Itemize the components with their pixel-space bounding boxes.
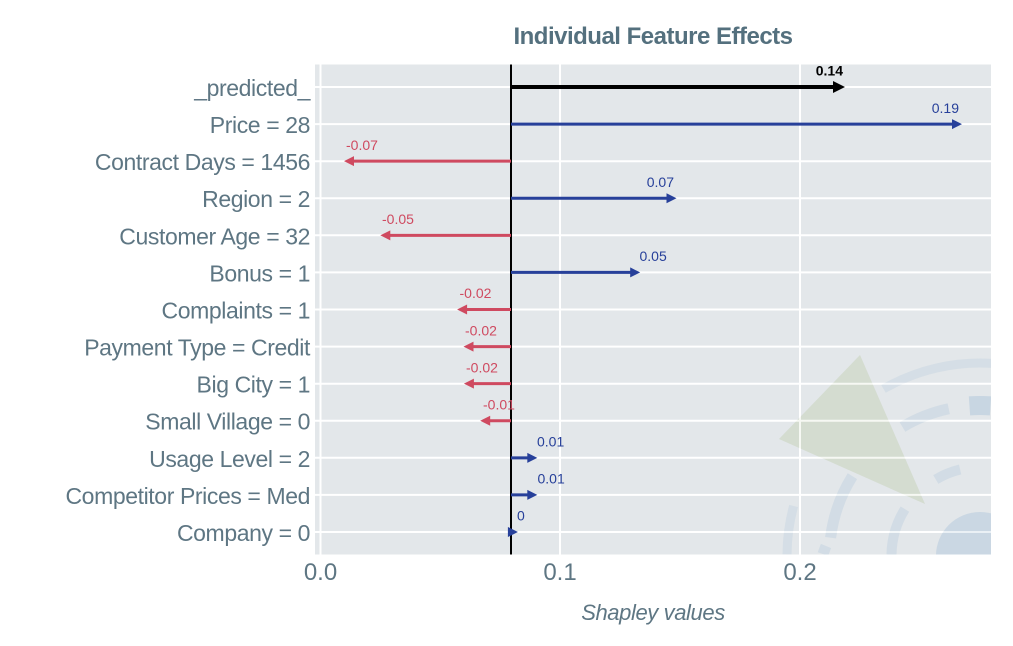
- svg-text:-0.02: -0.02: [460, 285, 492, 301]
- svg-text:Individual Feature Effects: Individual Feature Effects: [513, 23, 792, 50]
- svg-text:-0.07: -0.07: [346, 137, 378, 153]
- svg-text:-0.01: -0.01: [483, 396, 515, 412]
- svg-text:Shapley values: Shapley values: [581, 600, 725, 625]
- svg-text:_predicted_: _predicted_: [193, 75, 311, 101]
- svg-text:Payment Type = Credit: Payment Type = Credit: [84, 335, 311, 361]
- svg-text:Big City = 1: Big City = 1: [197, 372, 310, 398]
- svg-text:Price = 28: Price = 28: [210, 112, 310, 138]
- svg-text:0.2: 0.2: [783, 559, 816, 586]
- svg-text:Company = 0: Company = 0: [177, 520, 310, 546]
- svg-text:0.19: 0.19: [932, 100, 959, 116]
- svg-text:0.0: 0.0: [304, 559, 337, 586]
- svg-text:0.05: 0.05: [640, 248, 667, 264]
- svg-text:Competitor Prices = Med: Competitor Prices = Med: [65, 483, 310, 509]
- svg-text:-0.05: -0.05: [382, 211, 414, 227]
- svg-text:0.01: 0.01: [538, 471, 565, 487]
- svg-text:Usage Level = 2: Usage Level = 2: [149, 446, 310, 472]
- svg-text:Bonus = 1: Bonus = 1: [209, 260, 310, 286]
- svg-text:0.01: 0.01: [537, 434, 564, 450]
- svg-text:-0.02: -0.02: [465, 322, 497, 338]
- svg-text:Small Village = 0: Small Village = 0: [145, 409, 310, 435]
- svg-text:Customer Age = 32: Customer Age = 32: [119, 223, 310, 249]
- svg-text:Contract Days = 1456: Contract Days = 1456: [95, 149, 310, 175]
- svg-text:Complaints = 1: Complaints = 1: [162, 298, 310, 324]
- svg-text:0.07: 0.07: [647, 174, 674, 190]
- svg-text:Region = 2: Region = 2: [202, 186, 310, 212]
- svg-text:0.1: 0.1: [543, 559, 576, 586]
- svg-text:-0.02: -0.02: [466, 359, 498, 375]
- svg-text:0.14: 0.14: [816, 63, 843, 79]
- svg-text:0: 0: [517, 508, 525, 524]
